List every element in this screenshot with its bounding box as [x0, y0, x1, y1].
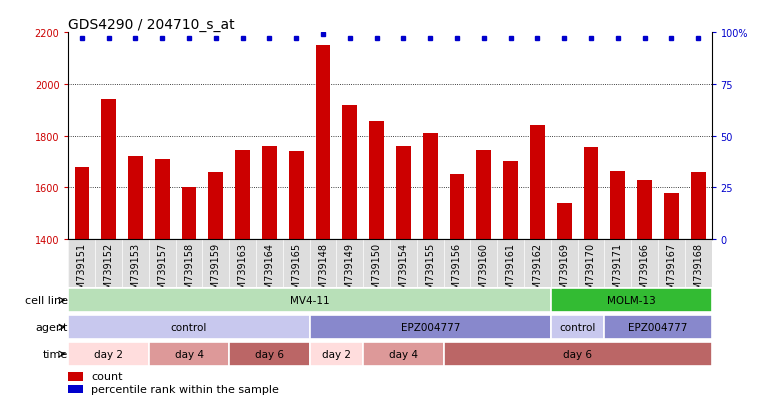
Text: time: time — [43, 349, 68, 359]
Bar — [310, 315, 551, 339]
Text: EPZ004777: EPZ004777 — [629, 322, 688, 332]
Bar — [423, 134, 438, 240]
Text: cell line: cell line — [25, 295, 68, 306]
Text: GSM739168: GSM739168 — [693, 242, 703, 301]
Text: GSM739170: GSM739170 — [586, 242, 596, 301]
Text: agent: agent — [36, 322, 68, 332]
Bar — [155, 159, 170, 240]
Bar — [310, 342, 363, 366]
Text: GSM739150: GSM739150 — [371, 242, 381, 301]
Bar — [229, 342, 310, 366]
Text: percentile rank within the sample: percentile rank within the sample — [91, 384, 279, 394]
Bar — [530, 126, 545, 240]
Bar — [68, 288, 551, 313]
Text: GSM739149: GSM739149 — [345, 242, 355, 301]
Bar — [182, 188, 196, 240]
Bar — [476, 150, 491, 240]
Bar — [316, 46, 330, 240]
Bar — [342, 105, 357, 240]
Text: GSM739165: GSM739165 — [291, 242, 301, 301]
Text: GSM739148: GSM739148 — [318, 242, 328, 301]
Bar — [610, 171, 625, 240]
Text: EPZ004777: EPZ004777 — [400, 322, 460, 332]
Text: day 6: day 6 — [563, 349, 592, 359]
Text: MOLM-13: MOLM-13 — [607, 295, 655, 306]
Bar — [503, 162, 518, 240]
Bar — [262, 147, 277, 240]
Text: GSM739159: GSM739159 — [211, 242, 221, 301]
Text: GSM739166: GSM739166 — [639, 242, 650, 301]
Text: GSM739157: GSM739157 — [158, 242, 167, 301]
Text: day 4: day 4 — [389, 349, 418, 359]
Bar — [450, 175, 464, 240]
Text: GSM739164: GSM739164 — [264, 242, 275, 301]
Text: GDS4290 / 204710_s_at: GDS4290 / 204710_s_at — [68, 18, 235, 32]
Text: GSM739163: GSM739163 — [237, 242, 247, 301]
Text: GSM739161: GSM739161 — [505, 242, 516, 301]
Text: day 2: day 2 — [94, 349, 123, 359]
Text: GSM739162: GSM739162 — [533, 242, 543, 301]
Text: day 4: day 4 — [174, 349, 203, 359]
Text: GSM739169: GSM739169 — [559, 242, 569, 301]
Text: GSM739152: GSM739152 — [103, 242, 113, 301]
Text: control: control — [171, 322, 207, 332]
Text: count: count — [91, 372, 123, 382]
Bar — [68, 315, 310, 339]
Bar — [363, 342, 444, 366]
Bar — [128, 157, 143, 240]
Text: GSM739167: GSM739167 — [667, 242, 677, 301]
Bar — [557, 203, 572, 240]
Text: control: control — [559, 322, 596, 332]
Text: GSM739155: GSM739155 — [425, 242, 435, 301]
Text: day 2: day 2 — [322, 349, 351, 359]
Bar — [369, 122, 384, 240]
Bar — [551, 288, 712, 313]
Text: GSM739151: GSM739151 — [77, 242, 87, 301]
Bar — [444, 342, 712, 366]
Text: GSM739158: GSM739158 — [184, 242, 194, 301]
Text: GSM739153: GSM739153 — [130, 242, 141, 301]
Bar — [149, 342, 229, 366]
Bar — [691, 173, 705, 240]
Bar — [101, 100, 116, 240]
Bar — [209, 173, 223, 240]
Bar — [584, 148, 598, 240]
Bar — [68, 342, 149, 366]
Bar — [637, 180, 652, 240]
Bar — [396, 147, 411, 240]
Text: GSM739154: GSM739154 — [399, 242, 409, 301]
Text: GSM739160: GSM739160 — [479, 242, 489, 301]
Bar — [289, 152, 304, 240]
Text: MV4-11: MV4-11 — [290, 295, 330, 306]
Bar — [68, 385, 83, 393]
Bar — [75, 167, 89, 240]
Bar — [664, 193, 679, 240]
Bar — [604, 315, 712, 339]
Bar — [235, 150, 250, 240]
Text: GSM739171: GSM739171 — [613, 242, 622, 301]
Text: day 6: day 6 — [255, 349, 284, 359]
Bar — [68, 373, 83, 381]
Bar — [551, 315, 604, 339]
Text: GSM739156: GSM739156 — [452, 242, 462, 301]
